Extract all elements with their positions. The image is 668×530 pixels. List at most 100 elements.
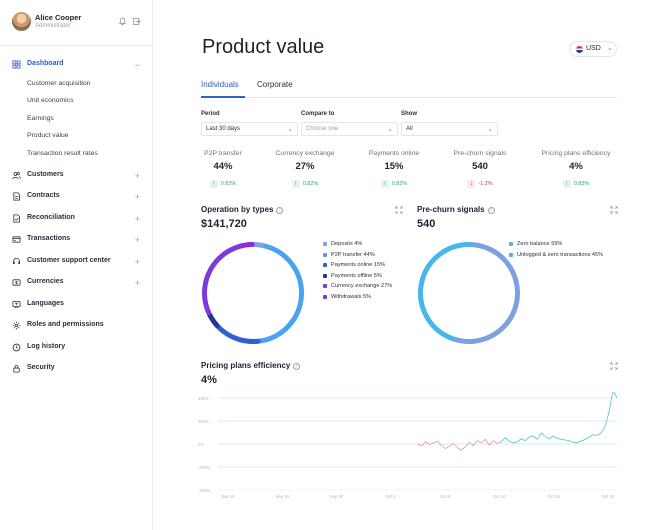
- y-tick-label: -400%: [198, 488, 210, 493]
- legend-item: P2P transfer 44%: [323, 252, 392, 263]
- dashboard-icon: [12, 60, 21, 69]
- avatar[interactable]: [12, 12, 31, 31]
- prechurn-donut-chart: [418, 242, 520, 344]
- operation-slice[interactable]: [236, 242, 255, 250]
- kpi-change-value: 0.82%: [391, 181, 408, 187]
- sidebar-item-reconciliation[interactable]: Reconciliation +: [12, 212, 142, 226]
- kpi-label: Pricing plans efficiency: [541, 150, 611, 157]
- kpi-change: ↑ 0.82%: [562, 180, 590, 188]
- info-icon[interactable]: i: [276, 207, 284, 214]
- prechurn-slice[interactable]: [452, 242, 520, 344]
- chevron-down-icon: ⌄: [607, 45, 613, 52]
- sidebar-item-roles-and-permissions[interactable]: Roles and permissions: [12, 319, 142, 333]
- gear-icon: [12, 321, 21, 330]
- legend-swatch: [323, 284, 327, 288]
- sidebar: Alice Cooper Administrator Dashboard − C…: [0, 0, 153, 530]
- sidebar-item-label: Customer support center: [27, 257, 111, 264]
- sidebar-item-contracts[interactable]: Contracts +: [12, 190, 142, 204]
- legend-swatch: [509, 242, 513, 246]
- series-line: [417, 438, 502, 451]
- sidebar-item-customer-support-center[interactable]: Customer support center +: [12, 255, 142, 269]
- show-select[interactable]: All ⌄: [401, 122, 498, 136]
- tab-corporate[interactable]: Corporate: [257, 80, 293, 89]
- prechurn-title-text: Pre-churn signals: [417, 205, 485, 214]
- sidebar-subitem-earnings[interactable]: Earnings: [27, 115, 54, 122]
- sidebar-subitem-transaction-result-rates[interactable]: Transaction result rates: [27, 150, 98, 157]
- operation-slice[interactable]: [215, 324, 261, 344]
- us-flag-icon: [576, 46, 583, 53]
- legend-swatch: [323, 252, 327, 257]
- users-icon: [12, 172, 21, 180]
- operation-legend: Deposits 4% P2P transfer 44% Payments onli…: [323, 241, 392, 304]
- transactions-icon: [12, 236, 21, 243]
- sidebar-item-log-history[interactable]: Log history: [12, 341, 142, 355]
- kpi-change: ↓ -1.2%: [467, 180, 493, 188]
- operation-slice[interactable]: [202, 244, 240, 316]
- sidebar-item-languages[interactable]: Languages: [12, 298, 142, 312]
- kpi-label: Payments online: [368, 150, 420, 157]
- compare-select[interactable]: Choose one ⌄: [301, 122, 398, 136]
- kpi-value: 15%: [384, 161, 404, 172]
- period-select[interactable]: Last 30 days ⌄: [201, 122, 298, 136]
- logout-icon[interactable]: [132, 17, 141, 26]
- kpi-change: ↑ 0.82%: [380, 180, 408, 188]
- notification-bell-icon[interactable]: [118, 17, 127, 26]
- arrow-down-icon: ↓: [467, 180, 476, 188]
- sidebar-item-currencies[interactable]: Currencies +: [12, 276, 142, 290]
- operation-title-text: Operation by types: [201, 205, 274, 214]
- operation-title: Operation by types i: [201, 205, 284, 214]
- chevron-down-icon: ⌄: [287, 126, 293, 133]
- sidebar-subitem-customer-acquisition[interactable]: Customer acquisition: [27, 80, 91, 87]
- expand-icon[interactable]: [610, 206, 618, 214]
- kpi-change: ↑ 0.82%: [291, 180, 319, 188]
- arrow-up-icon: ↑: [291, 180, 300, 188]
- kpi-change-value: 0.82%: [302, 181, 319, 187]
- currency-icon: [12, 279, 21, 286]
- pricing-title: Pricing plans efficiency i: [201, 361, 301, 370]
- x-tick-label: Oct 6: [440, 494, 451, 499]
- expand-icon[interactable]: +: [134, 214, 140, 224]
- currency-selector[interactable]: USD ⌄: [569, 41, 617, 57]
- operation-slice[interactable]: [251, 242, 267, 249]
- kpi-value: 44%: [213, 161, 233, 172]
- info-icon[interactable]: i: [293, 363, 301, 370]
- history-icon: [12, 343, 21, 352]
- kpi-change-value: -1.2%: [478, 181, 493, 187]
- sidebar-item-dashboard[interactable]: Dashboard −: [12, 58, 142, 72]
- prechurn-slice[interactable]: [418, 242, 471, 342]
- operation-slice[interactable]: [257, 243, 304, 344]
- collapse-icon[interactable]: −: [134, 60, 140, 70]
- info-icon[interactable]: i: [487, 207, 495, 214]
- legend-label: Deposits 4%: [331, 241, 363, 247]
- expand-icon[interactable]: [610, 362, 618, 370]
- sidebar-item-label: Transactions: [27, 235, 71, 242]
- expand-icon[interactable]: +: [134, 278, 140, 288]
- user-name: Alice Cooper: [35, 13, 82, 22]
- operation-donut-chart: [202, 242, 304, 344]
- sidebar-item-customers[interactable]: Customers +: [12, 169, 142, 183]
- legend-label: Withdrawals 5%: [331, 293, 372, 300]
- chevron-down-icon: ⌄: [387, 126, 393, 133]
- expand-icon[interactable]: +: [134, 257, 140, 267]
- x-tick-label: Sep 30: [330, 494, 344, 499]
- tab-bar: Individuals Corporate: [201, 78, 617, 98]
- kpi-label: Pre-churn signals: [453, 150, 507, 157]
- sidebar-subitem-unit-economics[interactable]: Unit economics: [27, 97, 74, 104]
- x-tick-label: Oct 10: [493, 494, 506, 499]
- sidebar-item-label: Roles and permissions: [27, 321, 104, 328]
- pricing-title-text: Pricing plans efficiency: [201, 361, 291, 370]
- sidebar-item-transactions[interactable]: Transactions +: [12, 233, 142, 247]
- currency-label: USD: [586, 45, 601, 52]
- expand-icon[interactable]: +: [134, 171, 140, 181]
- operation-slice[interactable]: [206, 311, 220, 329]
- x-tick-label: Oct 20: [602, 494, 615, 499]
- kpi-value: 4%: [569, 161, 583, 172]
- expand-icon[interactable]: +: [134, 192, 140, 202]
- document-icon: [13, 192, 20, 201]
- expand-icon[interactable]: [395, 206, 403, 214]
- expand-icon[interactable]: +: [134, 235, 140, 245]
- sidebar-subitem-product-value[interactable]: Product value: [27, 132, 69, 139]
- tab-individuals[interactable]: Individuals: [201, 80, 239, 89]
- kpi-change-value: 0.82%: [573, 181, 590, 187]
- sidebar-item-security[interactable]: Security: [12, 362, 142, 376]
